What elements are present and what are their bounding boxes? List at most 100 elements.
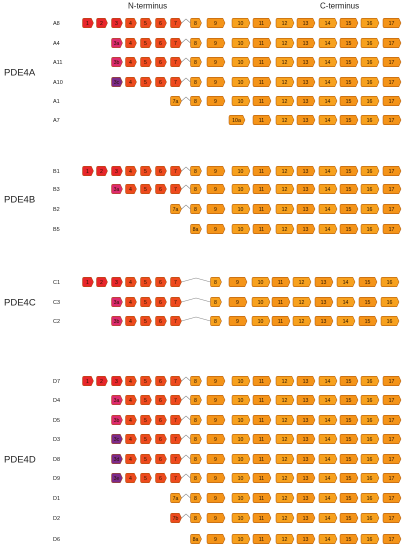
exon-5-label: 5	[144, 187, 147, 193]
exon-7-label: 7	[174, 60, 177, 66]
exon-7a	[170, 204, 182, 214]
exon-16-label: 16	[367, 41, 373, 47]
exon-12-label: 12	[282, 99, 288, 105]
exon-3b	[111, 415, 123, 425]
exon-7	[170, 166, 182, 176]
exon-9-label: 9	[214, 21, 217, 27]
exon-17	[382, 96, 402, 106]
exon-17-label: 17	[389, 207, 395, 213]
exon-6-label: 6	[159, 418, 162, 424]
isoform-label: D8	[53, 457, 60, 463]
exon-6	[155, 297, 167, 307]
exon-6	[155, 376, 167, 386]
exon-12-label: 12	[282, 457, 288, 463]
exon-9	[206, 204, 226, 214]
exon-13	[296, 376, 316, 386]
isoform-label: B5	[53, 227, 60, 233]
exon-9	[206, 57, 226, 67]
exon-13	[296, 415, 316, 425]
exon-3a	[111, 395, 123, 405]
isoform-label: A7	[53, 118, 60, 124]
exon-9-label: 9	[236, 300, 239, 306]
exon-11	[252, 38, 272, 48]
exon-3	[111, 376, 123, 386]
exon-13	[314, 316, 334, 326]
exon-10-label: 10	[238, 437, 244, 443]
exon-3-label: 3	[115, 280, 118, 286]
exon-9	[206, 18, 226, 28]
exon-16-label: 16	[367, 496, 373, 502]
exon-5	[140, 376, 152, 386]
exon-6	[155, 316, 167, 326]
exon-6-label: 6	[159, 169, 162, 175]
exon-10	[231, 204, 251, 214]
exon-7-label: 7	[174, 41, 177, 47]
exon-4	[125, 454, 137, 464]
exon-8a	[190, 534, 202, 544]
exon-4	[125, 57, 137, 67]
isoform-label: D2	[53, 516, 60, 522]
exon-17	[382, 57, 402, 67]
exon-6-label: 6	[159, 187, 162, 193]
exon-15-label: 15	[346, 476, 352, 482]
exon-8-label: 8	[194, 476, 197, 482]
exon-8-label: 8	[214, 319, 217, 325]
exon-10-label: 10	[238, 99, 244, 105]
exon-8a-label: 8a	[193, 537, 199, 543]
exon-13	[296, 434, 316, 444]
c-terminus-label: C-terminus	[320, 2, 359, 11]
exon-9	[206, 473, 226, 483]
exon-12	[275, 395, 295, 405]
exon-11-label: 11	[259, 60, 264, 66]
exon-9	[206, 513, 226, 523]
exon-4	[125, 297, 137, 307]
exon-6	[155, 415, 167, 425]
exon-11	[252, 376, 272, 386]
exon-15-label: 15	[346, 187, 352, 193]
exon-11-label: 11	[259, 496, 264, 502]
exon-6-label: 6	[159, 379, 162, 385]
exon-17	[382, 513, 402, 523]
exon-12	[275, 513, 295, 523]
exon-12	[275, 204, 295, 214]
exon-10	[251, 316, 271, 326]
exon-13-label: 13	[321, 280, 327, 286]
exon-11	[252, 415, 272, 425]
exon-16-label: 16	[367, 99, 373, 105]
exon-15-label: 15	[346, 457, 352, 463]
exon-5-label: 5	[144, 398, 147, 404]
isoform-label: D9	[53, 476, 60, 482]
exon-16-label: 16	[367, 537, 373, 543]
exon-4-label: 4	[129, 319, 132, 325]
exon-7b-label: 7b	[173, 516, 179, 522]
exon-7a	[170, 96, 182, 106]
exon-13	[314, 297, 334, 307]
exon-1	[82, 166, 94, 176]
exon-10-label: 10	[238, 21, 244, 27]
exon-7-label: 7	[174, 21, 177, 27]
exon-6	[155, 184, 167, 194]
exon-4-label: 4	[129, 476, 132, 482]
exon-3a	[111, 297, 123, 307]
exon-16-label: 16	[367, 476, 373, 482]
exon-12-label: 12	[282, 187, 288, 193]
exon-6-label: 6	[159, 437, 162, 443]
exon-17-label: 17	[389, 379, 395, 385]
exon-3b-label: 3b	[114, 60, 120, 66]
exon-17	[382, 115, 402, 125]
exon-9-label: 9	[236, 280, 239, 286]
exon-8	[210, 297, 222, 307]
exon-7	[170, 454, 182, 464]
exon-6	[155, 57, 167, 67]
exon-10	[251, 277, 271, 287]
family-label-pde4a: PDE4A	[4, 68, 36, 79]
exon-7a-label: 7a	[173, 496, 179, 502]
exon-3e	[111, 473, 123, 483]
exon-10-label: 10	[238, 457, 244, 463]
exon-7a-label: 7a	[173, 207, 179, 213]
exon-15	[339, 77, 359, 87]
exon-9	[206, 77, 226, 87]
exon-10	[231, 434, 251, 444]
exon-13	[296, 38, 316, 48]
exon-15	[339, 415, 359, 425]
